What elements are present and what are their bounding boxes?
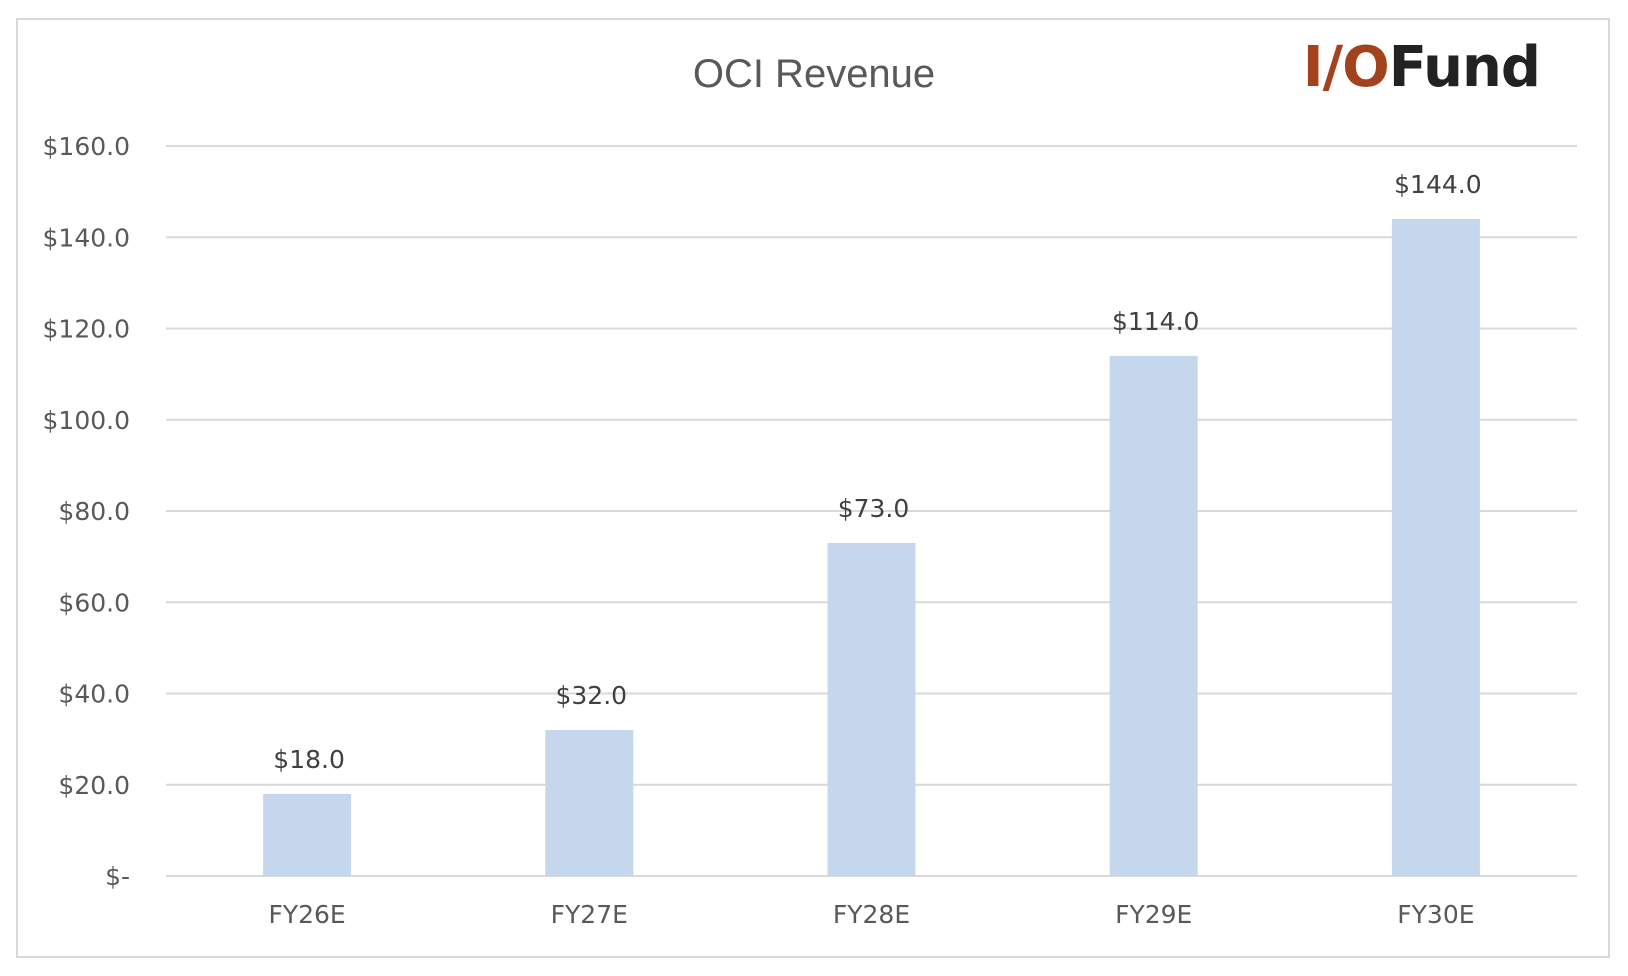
y-tick-label: $120.0 [43, 315, 130, 344]
bar-fy29e [1109, 355, 1198, 876]
bars [263, 219, 1480, 876]
x-axis-tick-labels: FY26E FY27E FY28E FY29E FY30E [268, 900, 1474, 929]
chart-title-text: OCI Revenue [692, 52, 936, 96]
logo-rest-text: Fund [1388, 35, 1541, 100]
y-tick-label: $40.0 [58, 680, 130, 709]
y-tick-label: $- [105, 862, 130, 891]
y-tick-label: $60.0 [58, 588, 130, 617]
data-label-fy27e: $32.0 [556, 681, 628, 710]
logo-accent-text: I/O [1302, 35, 1390, 100]
y-tick-label: $20.0 [58, 771, 130, 800]
x-tick-label-fy27e: FY27E [551, 900, 628, 929]
bar-fy28e [827, 542, 916, 876]
bar-fy26e [263, 793, 352, 876]
y-tick-label: $160.0 [43, 132, 130, 161]
data-label-fy28e: $73.0 [838, 494, 910, 523]
x-tick-label-fy26e: FY26E [268, 900, 345, 929]
x-tick-label-fy28e: FY28E [833, 900, 910, 929]
bar-fy27e [545, 730, 634, 876]
data-label-fy30e: $144.0 [1394, 170, 1481, 199]
data-labels: $18.0 $32.0 $73.0 $114.0 $144.0 [273, 170, 1481, 774]
y-tick-label: $140.0 [43, 223, 130, 252]
data-label-fy29e: $114.0 [1112, 307, 1199, 336]
x-tick-label-fy30e: FY30E [1397, 900, 1474, 929]
y-tick-label: $100.0 [43, 406, 130, 435]
y-axis-tick-labels: $- $20.0 $40.0 $60.0 $80.0 $100.0 $120.0 $140.0… [43, 132, 130, 891]
brand-logo: I/OFund [1303, 40, 1541, 96]
bar-fy30e [1391, 219, 1480, 876]
x-tick-label-fy29e: FY29E [1115, 900, 1192, 929]
data-label-fy26e: $18.0 [273, 745, 345, 774]
y-tick-label: $80.0 [58, 497, 130, 526]
chart-title: OCI Revenue [0, 52, 1628, 97]
